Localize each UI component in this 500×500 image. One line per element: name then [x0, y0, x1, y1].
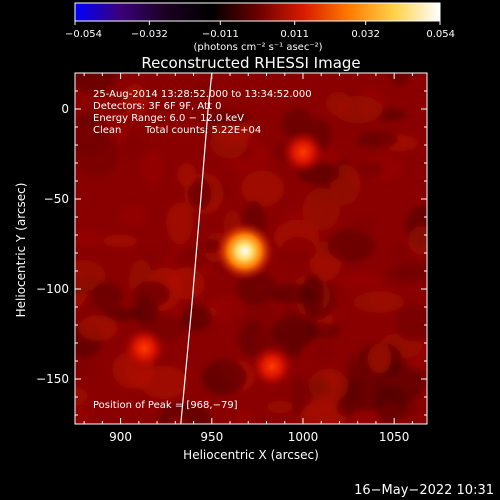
- heatmap-texture-patch: [357, 161, 385, 178]
- axis-ticks: 900 950 1000 1050 0 −50 −100 −150: [36, 73, 427, 444]
- annotation-method: Clean: [93, 125, 121, 136]
- heatmap-texture-patch: [325, 91, 352, 117]
- heatmap-texture-patch: [133, 281, 171, 308]
- colorbar: −0.054 −0.032 −0.011 0.011 0.032 0.054 (photo…: [65, 2, 455, 53]
- heatmap-texture-patch: [188, 177, 212, 211]
- heatmap-texture-patch: [315, 342, 333, 359]
- heatmap-texture-patch: [266, 400, 294, 414]
- heatmap-texture-patch: [356, 131, 399, 149]
- heatmap-texture-patch: [394, 303, 427, 342]
- chart-title: Reconstructed RHESSI Image: [141, 54, 360, 72]
- y-tick-label: −100: [36, 282, 69, 296]
- heatmap-texture-patch: [353, 291, 405, 314]
- colorbar-tick-label: 0.011: [280, 29, 309, 40]
- heatmap-texture-patch: [75, 259, 106, 292]
- heatmap-texture-patch: [168, 414, 186, 424]
- colorbar-tick-label: 0.032: [351, 29, 380, 40]
- heatmap-texture-patch: [302, 273, 324, 316]
- heatmap-texture-patch: [280, 237, 317, 263]
- heatmap-texture-patch: [91, 282, 123, 309]
- annotation-time: 25-Aug-2014 13:28:52.000 to 13:34:52.000: [93, 89, 312, 100]
- heatmap-texture-patch: [300, 400, 347, 424]
- heatmap-texture-patch: [120, 203, 147, 228]
- heatmap-texture-patch: [374, 385, 408, 424]
- heatmap-texture-patch: [202, 359, 247, 395]
- solar-limb-curve: [180, 73, 213, 424]
- heatmap-texture-patch: [75, 386, 89, 406]
- x-tick-label: 950: [200, 430, 223, 444]
- heatmap-texture-patch: [390, 242, 411, 261]
- x-tick-label: 1050: [379, 430, 410, 444]
- heatmap-source: [280, 130, 325, 175]
- footer-timestamp: 16−May−2022 10:31: [354, 483, 494, 498]
- heatmap-texture-patch: [240, 170, 285, 207]
- heatmap-texture-patch: [168, 267, 205, 300]
- heatmap-texture-patch: [408, 225, 427, 255]
- heatmap-texture-patch: [110, 113, 129, 141]
- heatmap-texture-patch: [357, 87, 385, 119]
- annotation-peak-position: Position of Peak = [968,−79]: [93, 400, 238, 411]
- colorbar-tick-label: −0.011: [202, 29, 239, 40]
- heatmap-texture-patch: [346, 354, 364, 374]
- heatmap-texture-patch: [103, 234, 138, 248]
- heatmap-texture-patch: [308, 368, 349, 403]
- colorbar-tick-label: 0.054: [426, 29, 455, 40]
- heatmap-texture-patch: [75, 73, 117, 94]
- heatmap-texture-patch: [75, 405, 91, 424]
- colorbar-unit-label: (photons cm⁻² s⁻¹ asec⁻²): [193, 42, 322, 53]
- heatmap-texture-patch: [180, 304, 212, 332]
- heatmap-texture-patch: [142, 150, 164, 187]
- colorbar-tick-label: −0.032: [131, 29, 168, 40]
- heatmap-texture-patch: [234, 409, 254, 424]
- heatmap-texture-patch: [327, 228, 375, 263]
- y-axis-label: Heliocentric Y (arcsec): [14, 183, 28, 318]
- heatmap-texture-patch: [75, 229, 104, 247]
- plot-frame: [74, 72, 428, 425]
- heatmap-source: [249, 344, 294, 389]
- heatmap-texture-patch: [367, 343, 392, 374]
- heatmap-texture-patch: [205, 112, 252, 125]
- y-tick-label: 0: [61, 102, 69, 116]
- colorbar-tick-label: −0.054: [65, 29, 102, 40]
- x-tick-label: 1000: [288, 430, 319, 444]
- heatmap: [75, 73, 427, 424]
- annotation-detectors: Detectors: 3F 6F 9F, Att 0: [93, 101, 221, 112]
- heatmap-texture-patch: [122, 84, 148, 117]
- x-tick-label: 900: [109, 430, 132, 444]
- heatmap-texture-patch: [121, 134, 142, 158]
- heatmap-texture-patch: [177, 162, 197, 187]
- colorbar-gradient: [74, 2, 441, 22]
- annotations: 25-Aug-2014 13:28:52.000 to 13:34:52.000…: [93, 89, 312, 411]
- annotation-energy: Energy Range: 6.0 − 12.0 keV: [93, 113, 244, 124]
- annotation-counts: Total counts: 5.22E+04: [144, 125, 261, 136]
- heatmap-sources: [122, 130, 325, 389]
- heatmap-texture-patch: [339, 272, 383, 289]
- heatmap-texture-patch: [75, 115, 109, 152]
- heatmap-texture-patch: [386, 264, 425, 283]
- heatmap-texture-patch: [283, 208, 323, 222]
- heatmap-texture-patch: [78, 315, 118, 341]
- y-tick-label: −150: [36, 372, 69, 386]
- heatmap-texture: [75, 73, 427, 424]
- colorbar-ticks: −0.054 −0.032 −0.011 0.011 0.032 0.054: [65, 21, 455, 40]
- heatmap-source: [214, 221, 275, 282]
- heatmap-texture-patch: [210, 127, 248, 159]
- heatmap-texture-patch: [351, 218, 376, 233]
- heatmap-texture-patch: [281, 306, 304, 347]
- heatmap-texture-patch: [166, 202, 194, 245]
- heatmap-texture-patch: [336, 398, 355, 417]
- heatmap-texture-patch: [290, 376, 308, 418]
- y-tick-label: −50: [44, 192, 69, 206]
- heatmap-texture-patch: [75, 358, 95, 378]
- heatmap-source: [122, 326, 167, 371]
- x-axis-label: Heliocentric X (arcsec): [183, 448, 319, 462]
